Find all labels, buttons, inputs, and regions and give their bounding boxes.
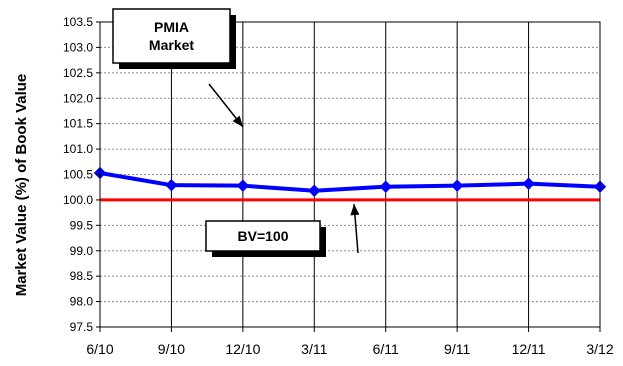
y-axis-ticks: 97.5 98.0 98.5 99.0 99.5 100.0 100.5 101.0 101.5… <box>63 15 93 334</box>
y-tick-label: 99.5 <box>70 218 94 232</box>
annotations: PMIA Market BV=100 <box>112 8 360 257</box>
y-axis-label: Market Value (%) of Book Value <box>13 74 30 297</box>
y-tick-label: 103.5 <box>63 15 93 29</box>
market-data-point <box>379 180 392 193</box>
x-tick-label: 12/11 <box>512 341 546 357</box>
market-data-point <box>450 179 464 192</box>
bv-arrow-head <box>350 204 360 216</box>
x-tick-label: 3/11 <box>301 341 327 357</box>
y-tick-label: 98.5 <box>70 269 94 283</box>
market-data-point <box>522 177 535 190</box>
callout-box <box>112 8 231 64</box>
market-data-point <box>165 178 178 192</box>
grid-lines <box>100 21 600 328</box>
callout-text: Market <box>149 37 194 53</box>
market-data-point <box>236 179 250 192</box>
y-tick-label: 103.0 <box>63 40 93 54</box>
x-tick-label: 6/11 <box>373 341 399 357</box>
series-layer <box>93 166 607 202</box>
axes <box>96 21 601 332</box>
callout-text: PMIA <box>154 19 189 35</box>
y-tick-label: 97.5 <box>70 320 94 334</box>
x-tick-label: 9/11 <box>444 341 470 357</box>
market-series-line <box>99 171 601 193</box>
x-tick-label: 9/10 <box>158 341 185 357</box>
callout-text: BV=100 <box>238 228 289 244</box>
y-tick-label: 102.0 <box>63 91 93 105</box>
y-tick-label: 100.0 <box>63 193 93 207</box>
y-tick-label: 98.0 <box>70 295 94 309</box>
y-tick-label: 101.0 <box>63 142 93 156</box>
x-tick-label: 3/12 <box>586 341 613 357</box>
plot-frame <box>99 21 601 328</box>
x-axis-ticks: 6/10 9/10 12/10 3/11 6/11 9/11 12/11 3/12 <box>86 341 613 357</box>
callout-box <box>205 220 321 252</box>
x-tick-label: 12/10 <box>225 341 260 357</box>
y-tick-label: 99.0 <box>70 244 94 258</box>
y-tick-label: 102.5 <box>63 66 93 80</box>
market-arrow-head <box>232 115 243 127</box>
y-tick-label: 100.5 <box>63 168 93 182</box>
x-tick-label: 6/10 <box>86 341 113 357</box>
y-tick-label: 101.5 <box>63 117 93 131</box>
market-data-point <box>308 184 321 197</box>
